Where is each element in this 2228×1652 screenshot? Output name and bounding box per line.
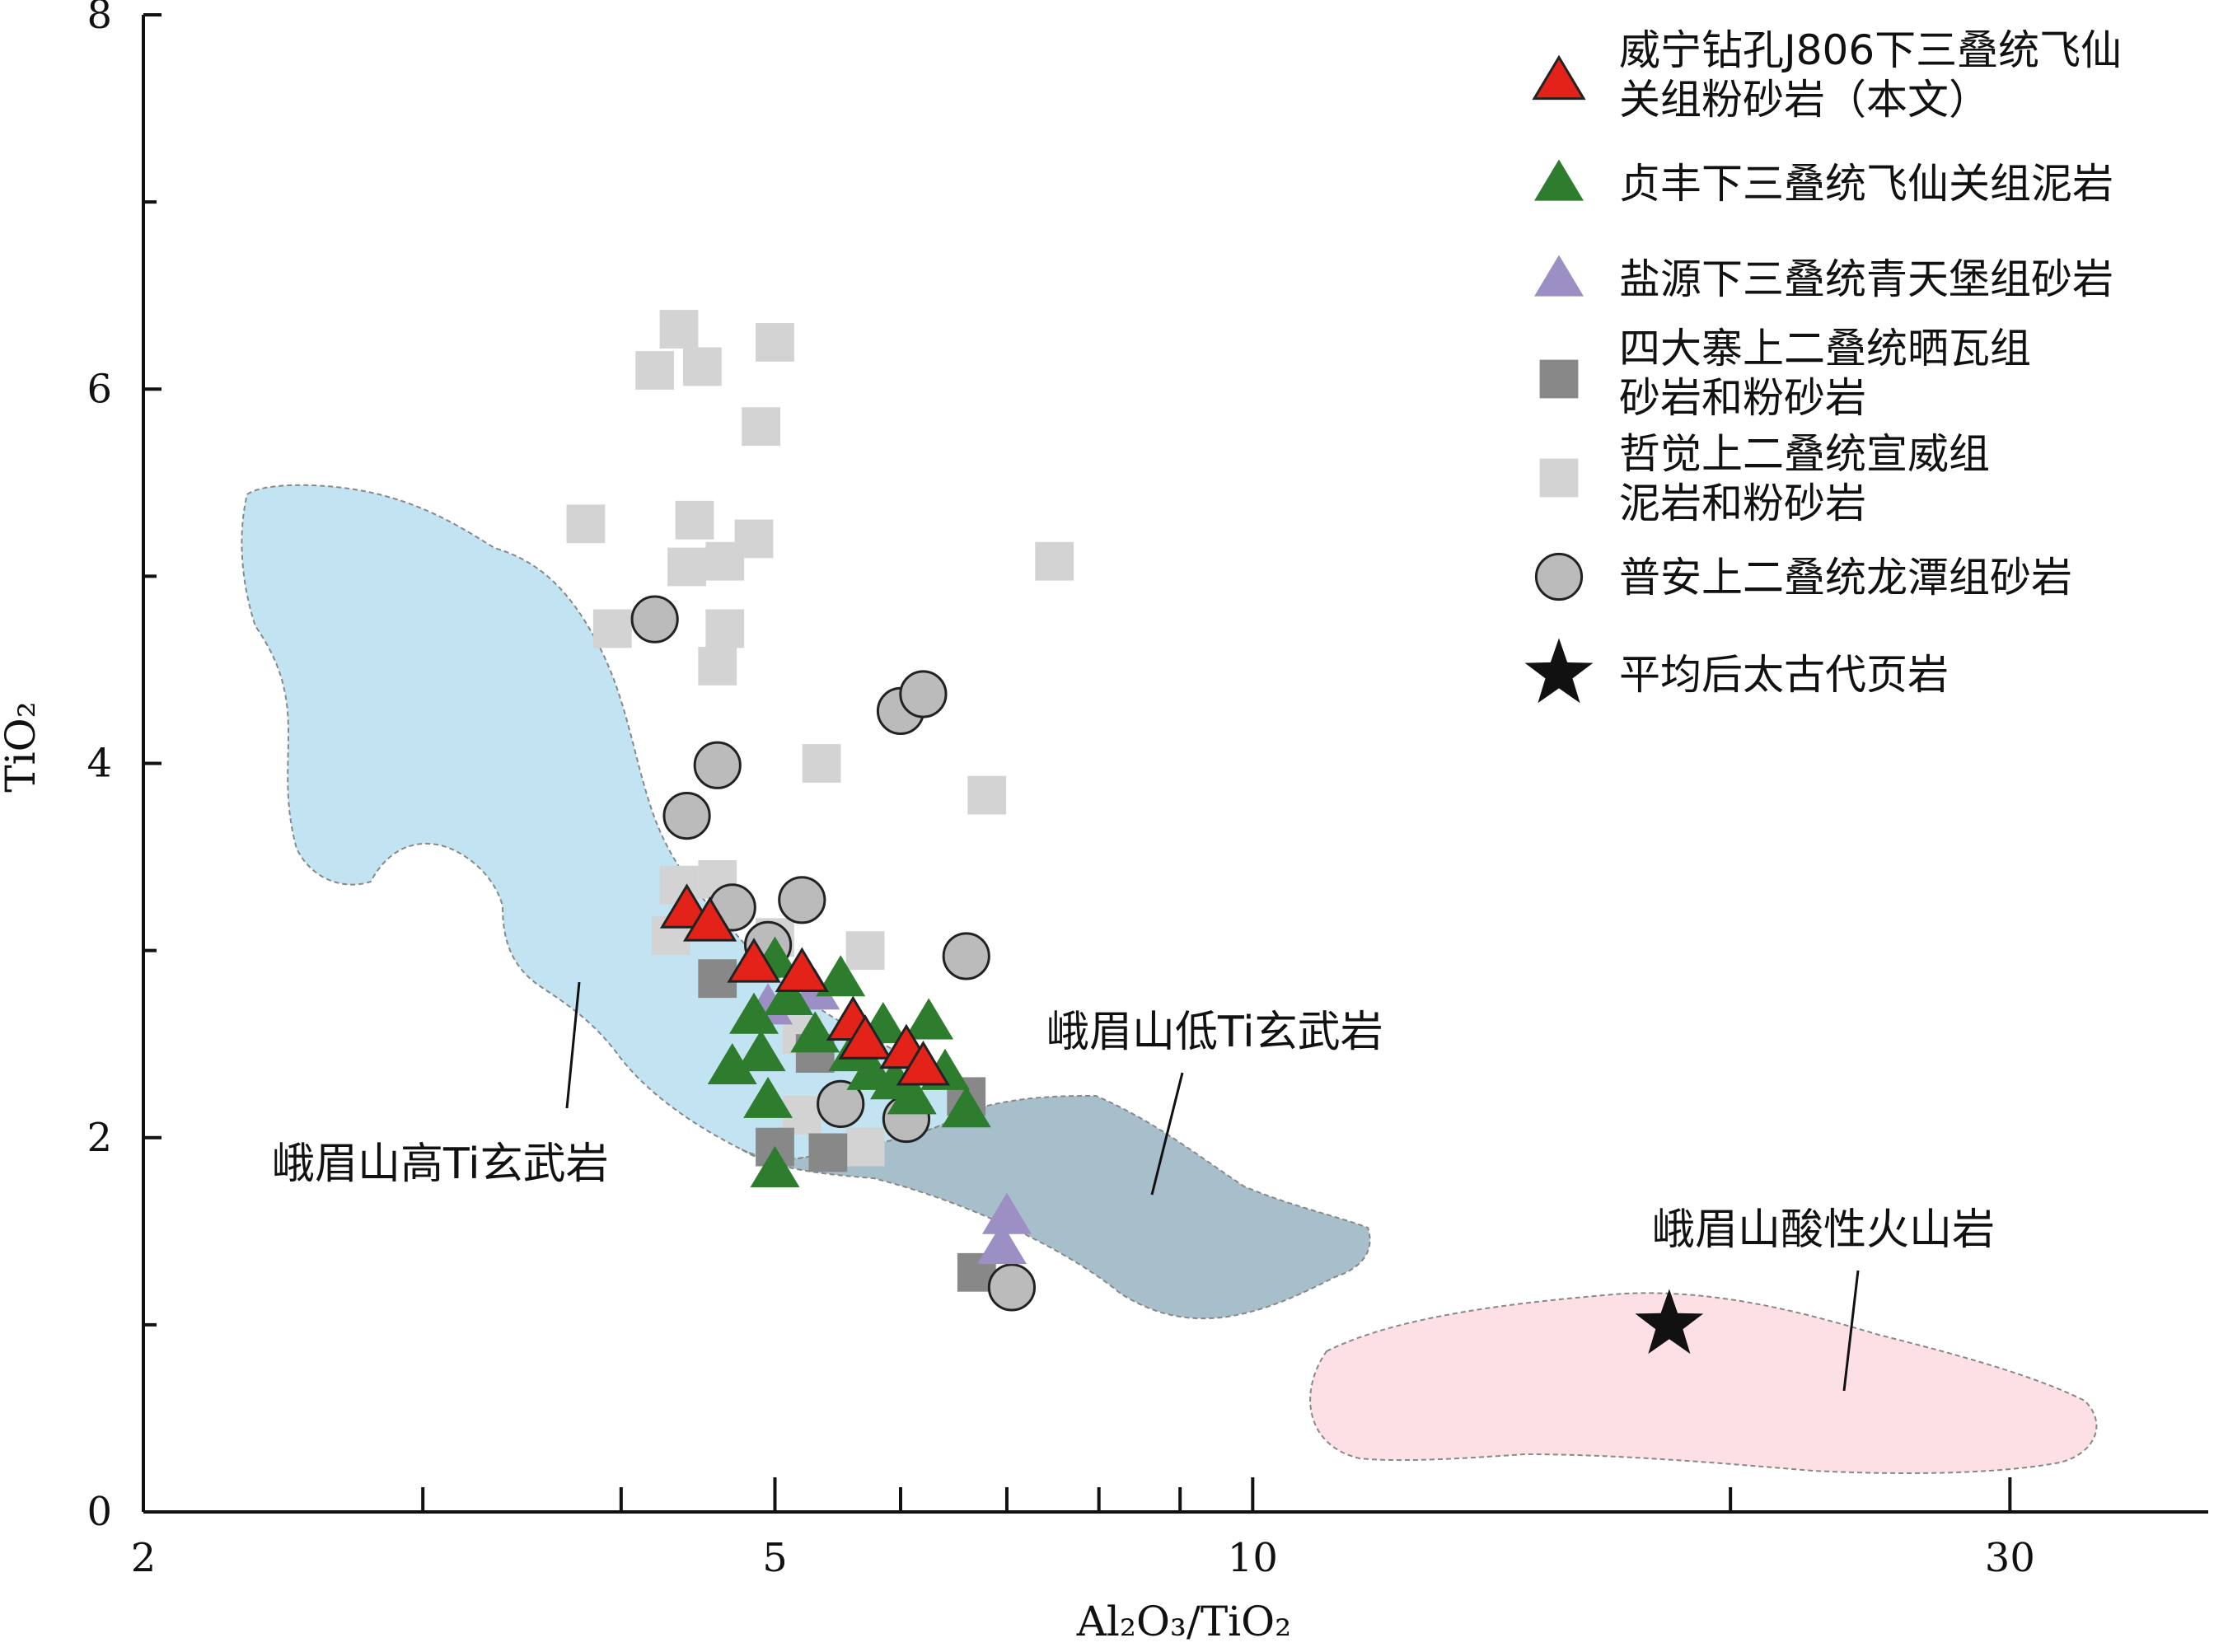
- data-point: [756, 323, 794, 362]
- y-tick-label: 0: [87, 1489, 112, 1535]
- data-point: [662, 791, 711, 840]
- region-leader-line: [565, 981, 581, 1109]
- data-point: [838, 1014, 892, 1060]
- data-point: [659, 310, 699, 349]
- y-tick-label: 8: [87, 0, 112, 38]
- legend-label: 平均后太古代页岩: [1619, 651, 1949, 699]
- data-point: [675, 500, 714, 540]
- data-point: [729, 992, 779, 1034]
- data-point: [987, 1263, 1037, 1312]
- data-point: [742, 407, 780, 447]
- data-point: [736, 1030, 786, 1072]
- x-tick-label: 10: [1228, 1535, 1278, 1581]
- y-tick-label: 6: [87, 366, 112, 412]
- data-point: [896, 1041, 951, 1086]
- x-tick-label: 30: [1985, 1535, 2035, 1581]
- data-point: [981, 1192, 1032, 1234]
- data-point: [942, 932, 990, 980]
- region-label: 峨眉山酸性火山岩: [1652, 1205, 1995, 1255]
- legend-marker: [1524, 638, 1594, 704]
- series-6: [630, 595, 1037, 1312]
- legend-item-3: 盐源下三叠统青天堡组砂岩: [1534, 255, 2113, 303]
- legend-label: 泥岩和粉砂岩: [1619, 480, 1866, 527]
- regions-layer: [241, 484, 2098, 1474]
- legend-label: 普安上二叠统龙潭组砂岩: [1619, 554, 2072, 601]
- region-label: 峨眉山高Ti玄武岩: [272, 1140, 609, 1189]
- data-point: [845, 1127, 885, 1167]
- legend-label: 贞丰下三叠统飞仙关组泥岩: [1619, 160, 2113, 208]
- legend-item-6: 普安上二叠统龙潭组砂岩: [1534, 552, 2072, 601]
- data-point: [727, 938, 781, 983]
- data-point: [1635, 1289, 1704, 1355]
- region-3: [1309, 1292, 2098, 1474]
- legend-label: 关组粉砂岩（本文）: [1619, 76, 1990, 124]
- data-point: [1035, 541, 1074, 581]
- data-point: [904, 998, 954, 1040]
- data-point: [775, 947, 829, 992]
- y-tick-label: 2: [87, 1115, 112, 1161]
- data-point: [802, 744, 841, 783]
- data-point: [899, 670, 948, 718]
- region-leader-line: [1150, 1072, 1184, 1196]
- data-point: [734, 519, 774, 559]
- data-point: [764, 973, 814, 1016]
- legend-item-2: 贞丰下三叠统飞仙关组泥岩: [1534, 159, 2113, 208]
- region-leader-line: [1842, 1270, 1860, 1392]
- legend-label: 哲觉上二叠统宣威组: [1619, 430, 1990, 478]
- y-axis-title: TiO₂: [0, 701, 44, 792]
- legend-marker: [1539, 458, 1579, 498]
- data-point: [566, 504, 606, 544]
- data-point: [635, 351, 675, 390]
- data-point: [845, 931, 885, 971]
- data-point: [817, 1079, 865, 1128]
- legend-marker: [1539, 359, 1579, 399]
- data-point: [707, 1042, 757, 1085]
- legend-item-7: 平均后太古代页岩: [1524, 638, 1949, 704]
- data-point: [693, 741, 742, 789]
- data-point: [778, 876, 826, 924]
- data-point: [816, 955, 866, 997]
- legend-label: 威宁钻孔J806下三叠统飞仙: [1619, 26, 2122, 74]
- data-point: [682, 347, 722, 386]
- data-point: [808, 1133, 848, 1172]
- y-tick-label: 4: [87, 741, 112, 787]
- legend-marker: [1534, 552, 1584, 601]
- legend-marker: [1534, 159, 1584, 201]
- data-point: [976, 1222, 1027, 1265]
- data-point: [887, 1073, 937, 1115]
- legend-marker: [1532, 54, 1586, 101]
- series-1: [659, 883, 951, 1086]
- legend-label: 四大寨上二叠统晒瓦组: [1619, 325, 2031, 372]
- x-tick-label: 2: [131, 1535, 157, 1581]
- legend-label: 砂岩和粉砂岩: [1619, 374, 1866, 422]
- data-point: [630, 595, 679, 643]
- legend-marker: [1534, 255, 1584, 297]
- data-point: [967, 775, 1007, 815]
- data-point: [790, 1011, 840, 1053]
- data-point: [705, 609, 745, 648]
- series-7: [1635, 1289, 1704, 1355]
- x-axis-title: Al₂O₃/TiO₂: [1076, 1598, 1291, 1645]
- data-point: [698, 646, 737, 686]
- points-layer: [566, 310, 1704, 1355]
- data-point: [592, 609, 632, 648]
- data-point: [941, 1086, 991, 1128]
- region-label: 峨眉山低Ti玄武岩: [1046, 1008, 1383, 1057]
- data-point: [750, 1145, 800, 1187]
- legend-label: 盐源下三叠统青天堡组砂岩: [1619, 255, 2113, 303]
- data-point: [743, 1076, 793, 1118]
- data-point: [667, 547, 706, 587]
- x-tick-label: 5: [762, 1535, 788, 1581]
- data-point: [682, 896, 737, 942]
